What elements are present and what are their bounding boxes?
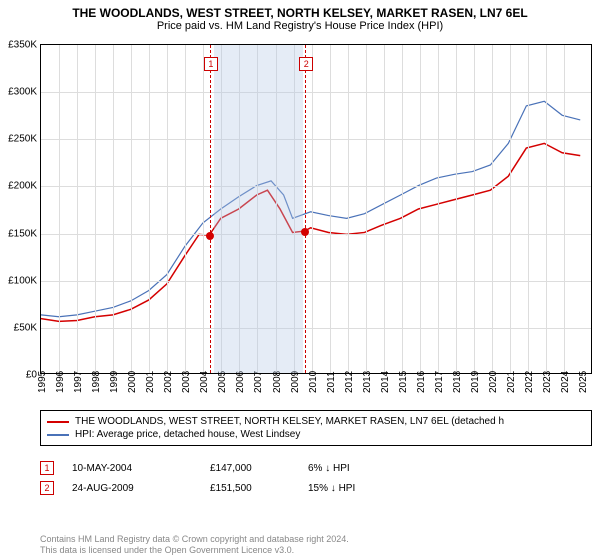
legend-swatch <box>47 421 69 423</box>
x-tick-label: 2012 <box>344 371 355 393</box>
x-tick-label: 2016 <box>416 371 427 393</box>
plot-area: £0£50K£100K£150K£200K£250K£300K£350K1995… <box>40 44 592 374</box>
legend: THE WOODLANDS, WEST STREET, NORTH KELSEY… <box>40 410 592 446</box>
legend-label: HPI: Average price, detached house, West… <box>75 429 300 440</box>
x-tick-label: 2019 <box>470 371 481 393</box>
legend-swatch <box>47 434 69 436</box>
x-tick-label: 2013 <box>362 371 373 393</box>
x-tick-label: 1995 <box>37 371 48 393</box>
footer-line-2: This data is licensed under the Open Gov… <box>40 545 592 556</box>
x-tick-label: 2004 <box>199 371 210 393</box>
x-tick-label: 2023 <box>542 371 553 393</box>
sale-marker-1: 1 <box>204 57 218 71</box>
legend-row: THE WOODLANDS, WEST STREET, NORTH KELSEY… <box>47 415 585 428</box>
x-tick-label: 2011 <box>326 371 337 393</box>
x-tick-label: 2010 <box>308 371 319 393</box>
x-tick-label: 2018 <box>452 371 463 393</box>
sale-price: £151,500 <box>210 483 290 494</box>
sale-row-marker: 1 <box>40 461 54 475</box>
x-tick-label: 2003 <box>181 371 192 393</box>
sale-row-marker: 2 <box>40 481 54 495</box>
sale-delta: 15% ↓ HPI <box>308 483 388 494</box>
x-tick-label: 2024 <box>560 371 571 393</box>
sale-delta: 6% ↓ HPI <box>308 463 388 474</box>
x-tick-label: 1996 <box>55 371 66 393</box>
sale-price: £147,000 <box>210 463 290 474</box>
y-tick-label: £300K <box>8 87 41 98</box>
line-series-svg <box>41 45 591 373</box>
x-tick-label: 2001 <box>145 371 156 393</box>
y-tick-label: £200K <box>8 181 41 192</box>
x-tick-label: 2002 <box>163 371 174 393</box>
footer-attribution: Contains HM Land Registry data © Crown c… <box>40 534 592 557</box>
x-tick-label: 1998 <box>91 371 102 393</box>
x-tick-label: 2014 <box>380 371 391 393</box>
x-tick-label: 2008 <box>272 371 283 393</box>
x-tick-label: 1999 <box>109 371 120 393</box>
sale-date: 24-AUG-2009 <box>72 483 192 494</box>
y-tick-label: £100K <box>8 275 41 286</box>
sale-marker-2: 2 <box>299 57 313 71</box>
x-tick-label: 2006 <box>235 371 246 393</box>
chart-title: THE WOODLANDS, WEST STREET, NORTH KELSEY… <box>0 0 600 20</box>
sale-row: 1 10-MAY-2004 £147,000 6% ↓ HPI <box>40 458 592 478</box>
sale-row: 2 24-AUG-2009 £151,500 15% ↓ HPI <box>40 478 592 498</box>
x-tick-label: 2009 <box>290 371 301 393</box>
sales-table: 1 10-MAY-2004 £147,000 6% ↓ HPI 2 24-AUG-2009… <box>40 458 592 498</box>
sale-dot-2 <box>301 228 309 236</box>
footer-line-1: Contains HM Land Registry data © Crown c… <box>40 534 592 545</box>
chart-subtitle: Price paid vs. HM Land Registry's House … <box>0 20 600 36</box>
y-tick-label: £250K <box>8 134 41 145</box>
legend-label: THE WOODLANDS, WEST STREET, NORTH KELSEY… <box>75 416 504 427</box>
y-tick-label: £50K <box>14 322 41 333</box>
x-tick-label: 2022 <box>524 371 535 393</box>
chart-container: THE WOODLANDS, WEST STREET, NORTH KELSEY… <box>0 0 600 560</box>
x-tick-label: 2007 <box>253 371 264 393</box>
x-tick-label: 1997 <box>73 371 84 393</box>
x-tick-label: 2017 <box>434 371 445 393</box>
x-tick-label: 2005 <box>217 371 228 393</box>
x-tick-label: 2025 <box>578 371 589 393</box>
y-tick-label: £350K <box>8 40 41 51</box>
sale-date: 10-MAY-2004 <box>72 463 192 474</box>
sale-dot-1 <box>206 232 214 240</box>
x-tick-label: 2021 <box>506 371 517 393</box>
x-tick-label: 2000 <box>127 371 138 393</box>
legend-row: HPI: Average price, detached house, West… <box>47 428 585 441</box>
x-tick-label: 2015 <box>398 371 409 393</box>
x-tick-label: 2020 <box>488 371 499 393</box>
y-tick-label: £150K <box>8 228 41 239</box>
